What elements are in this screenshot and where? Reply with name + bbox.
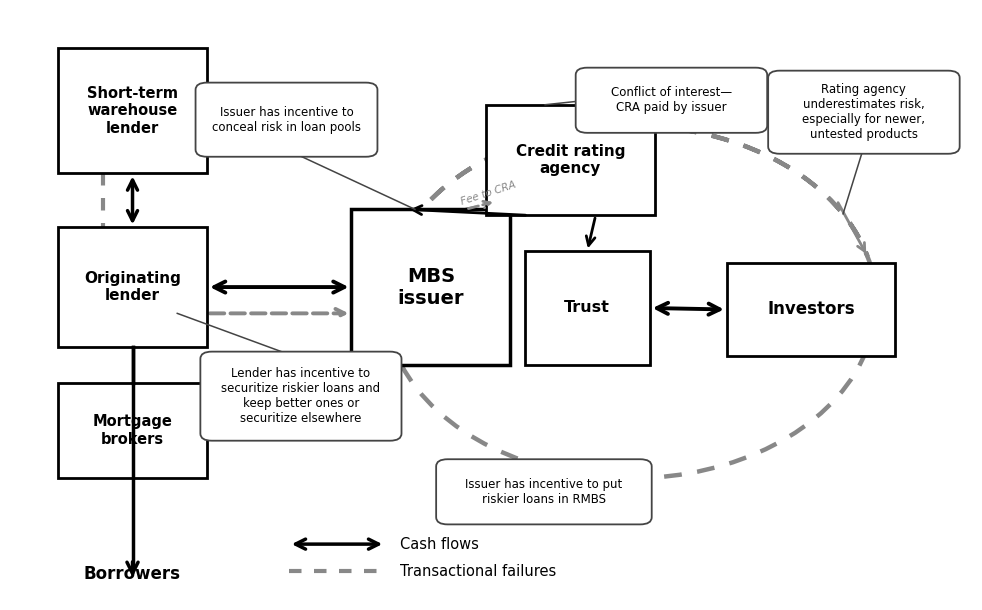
Text: Lender has incentive to
securitize riskier loans and
keep better ones or
securit: Lender has incentive to securitize riski… [221,367,380,425]
FancyBboxPatch shape [768,71,959,154]
Text: Issuer has incentive to
conceal risk in loan pools: Issuer has incentive to conceal risk in … [212,106,361,134]
Text: Credit rating
agency: Credit rating agency [516,144,626,176]
Text: Trust: Trust [565,301,610,315]
Text: Originating
lender: Originating lender [84,271,181,303]
Text: Rating agency
underestimates risk,
especially for newer,
untested products: Rating agency underestimates risk, espec… [802,83,925,141]
FancyBboxPatch shape [436,459,652,525]
FancyBboxPatch shape [486,105,655,215]
FancyBboxPatch shape [575,68,767,133]
Text: Borrowers: Borrowers [83,565,181,583]
FancyBboxPatch shape [58,48,207,173]
FancyBboxPatch shape [58,228,207,347]
FancyBboxPatch shape [524,251,650,365]
FancyBboxPatch shape [200,351,402,440]
Text: Issuer has incentive to put
riskier loans in RMBS: Issuer has incentive to put riskier loan… [465,478,623,506]
FancyBboxPatch shape [58,382,207,478]
Text: Short-term
warehouse
lender: Short-term warehouse lender [87,86,178,135]
FancyBboxPatch shape [727,263,896,356]
Text: Investors: Investors [767,301,854,318]
Text: Cash flows: Cash flows [400,537,478,551]
Text: Fee to CRA: Fee to CRA [460,179,517,207]
FancyBboxPatch shape [195,82,377,157]
FancyBboxPatch shape [352,209,511,365]
Text: Transactional failures: Transactional failures [400,564,556,578]
Text: MBS
issuer: MBS issuer [398,267,464,307]
Text: Mortgage
brokers: Mortgage brokers [92,414,173,447]
Text: Conflict of interest—
CRA paid by issuer: Conflict of interest— CRA paid by issuer [611,86,732,114]
